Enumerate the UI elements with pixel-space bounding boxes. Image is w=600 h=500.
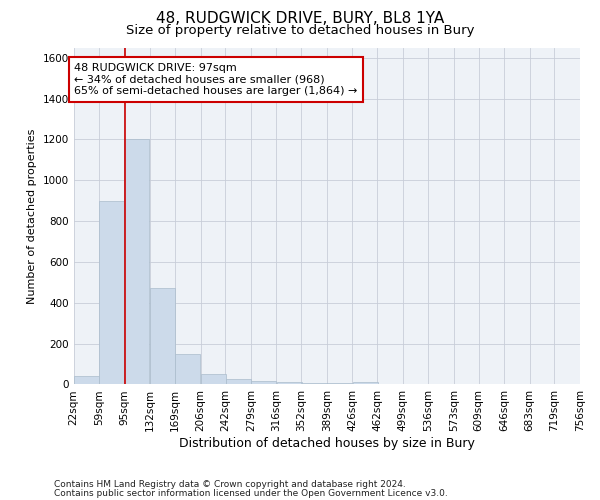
Bar bbox=[251, 382, 277, 384]
Text: Size of property relative to detached houses in Bury: Size of property relative to detached ho… bbox=[126, 24, 474, 37]
Bar bbox=[301, 383, 326, 384]
Bar bbox=[175, 354, 200, 384]
Bar bbox=[100, 200, 125, 384]
X-axis label: Distribution of detached houses by size in Bury: Distribution of detached houses by size … bbox=[179, 437, 475, 450]
Bar bbox=[74, 376, 99, 384]
Text: 48, RUDGWICK DRIVE, BURY, BL8 1YA: 48, RUDGWICK DRIVE, BURY, BL8 1YA bbox=[156, 11, 444, 26]
Bar bbox=[124, 140, 149, 384]
Bar bbox=[201, 374, 226, 384]
Bar bbox=[226, 380, 251, 384]
Text: Contains public sector information licensed under the Open Government Licence v3: Contains public sector information licen… bbox=[54, 489, 448, 498]
Bar bbox=[277, 382, 302, 384]
Text: Contains HM Land Registry data © Crown copyright and database right 2024.: Contains HM Land Registry data © Crown c… bbox=[54, 480, 406, 489]
Bar bbox=[150, 288, 175, 384]
Text: 48 RUDGWICK DRIVE: 97sqm
← 34% of detached houses are smaller (968)
65% of semi-: 48 RUDGWICK DRIVE: 97sqm ← 34% of detach… bbox=[74, 63, 358, 96]
Y-axis label: Number of detached properties: Number of detached properties bbox=[27, 128, 37, 304]
Bar bbox=[353, 382, 378, 384]
